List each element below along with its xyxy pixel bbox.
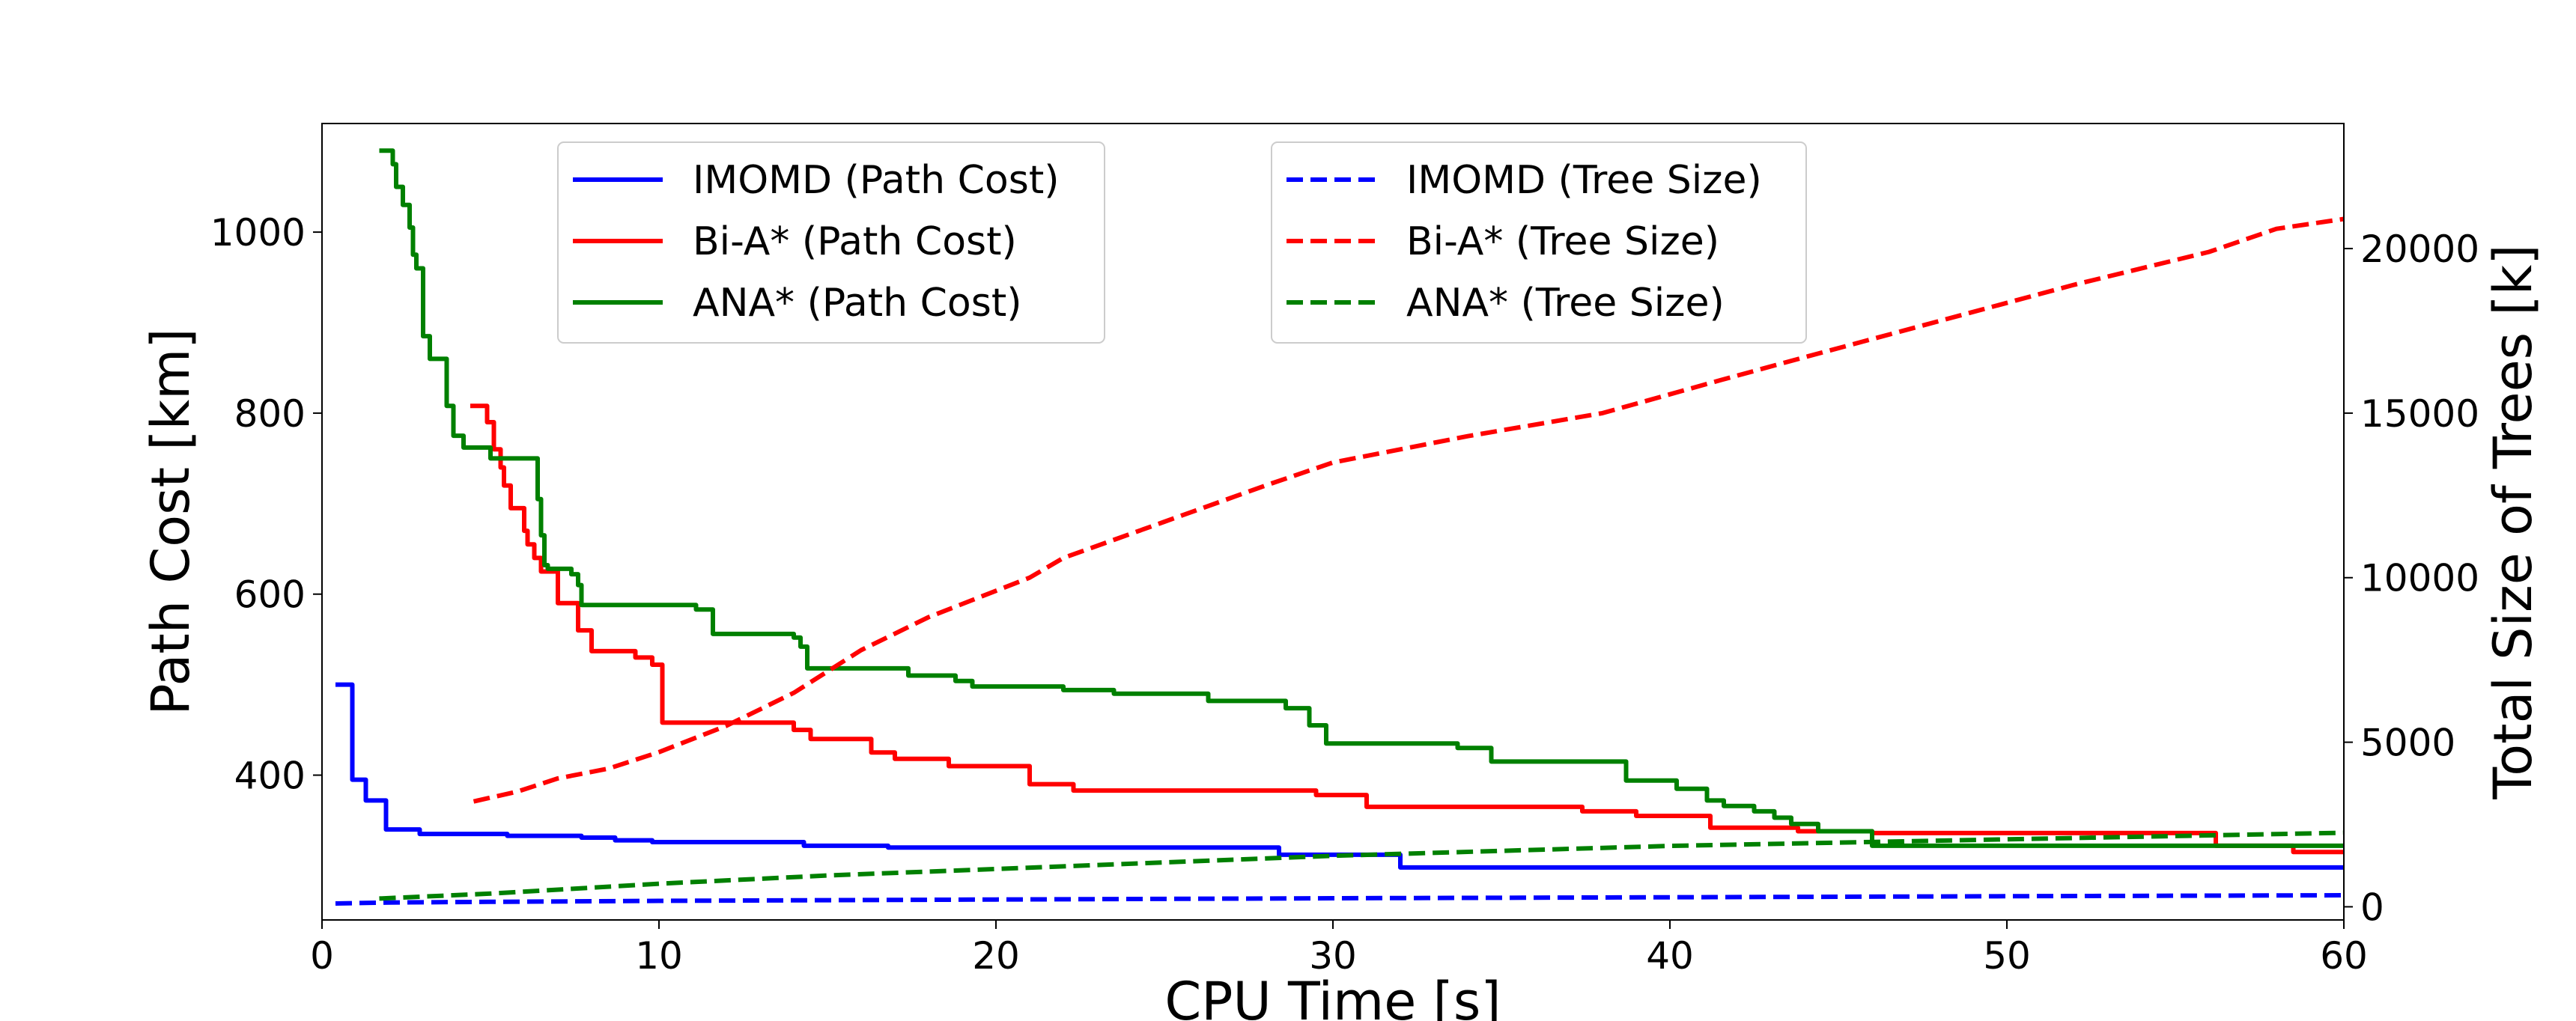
legend-label-imomd-tree-size: IMOMD (Tree Size) (1406, 158, 1762, 203)
y-left-tick-label: 400 (234, 755, 306, 798)
legend-label-ana-tree-size: ANA* (Tree Size) (1406, 281, 1725, 326)
x-axis-label: CPU Time [s] (1164, 971, 1501, 1021)
y-axis-left-label: Path Cost [km] (140, 328, 201, 715)
x-tick-label: 10 (635, 934, 683, 978)
y-left-tick-label: 1000 (210, 211, 306, 255)
series-line-imomd-path-cost (335, 682, 2344, 870)
x-tick-label: 40 (1646, 934, 1694, 978)
x-tick-label: 20 (972, 934, 1020, 978)
legend-label-imomd-path-cost: IMOMD (Path Cost) (693, 158, 1060, 203)
y-right-tick-label: 0 (2360, 886, 2384, 929)
x-axis: 0 10 20 30 40 50 60 (310, 920, 2368, 978)
series-line-imomd-tree-size (335, 893, 2345, 906)
legend-path-cost: IMOMD (Path Cost) Bi-A* (Path Cost) ANA*… (557, 141, 1105, 344)
legend-label-ana-path-cost: ANA* (Path Cost) (693, 281, 1022, 326)
series-line-ana-path-cost (379, 148, 2344, 848)
plot-lines (335, 148, 2345, 906)
y-axis-right-label: Total Size of Trees [k] (2482, 244, 2544, 799)
x-tick-label: 60 (2320, 934, 2368, 978)
x-tick-label: 0 (310, 934, 334, 978)
legend-label-bia-tree-size: Bi-A* (Tree Size) (1406, 219, 1719, 264)
y-right-tick-label: 20000 (2360, 228, 2479, 271)
y-left-tick-label: 600 (234, 573, 306, 617)
series-line-bi-a-tree-size (473, 216, 2345, 804)
y-right-tick-label: 5000 (2360, 722, 2455, 765)
legend-tree-size: IMOMD (Tree Size) Bi-A* (Tree Size) ANA*… (1271, 141, 1807, 344)
x-tick-label: 50 (1983, 934, 2031, 978)
y-left-tick-label: 800 (234, 392, 306, 436)
y-right-tick-label: 10000 (2360, 557, 2479, 600)
y-axis-right: 0 5000 10000 15000 20000 (2344, 228, 2479, 929)
legend-label-bia-path-cost: Bi-A* (Path Cost) (693, 219, 1017, 264)
y-axis-left: 400 600 800 1000 (210, 211, 322, 798)
x-tick-label: 30 (1309, 934, 1357, 978)
legend-path-cost-box (557, 141, 1105, 344)
series-line-bi-a-path-cost (470, 403, 2344, 855)
y-right-tick-label: 15000 (2360, 392, 2479, 436)
legend-tree-size-box (1271, 141, 1807, 344)
